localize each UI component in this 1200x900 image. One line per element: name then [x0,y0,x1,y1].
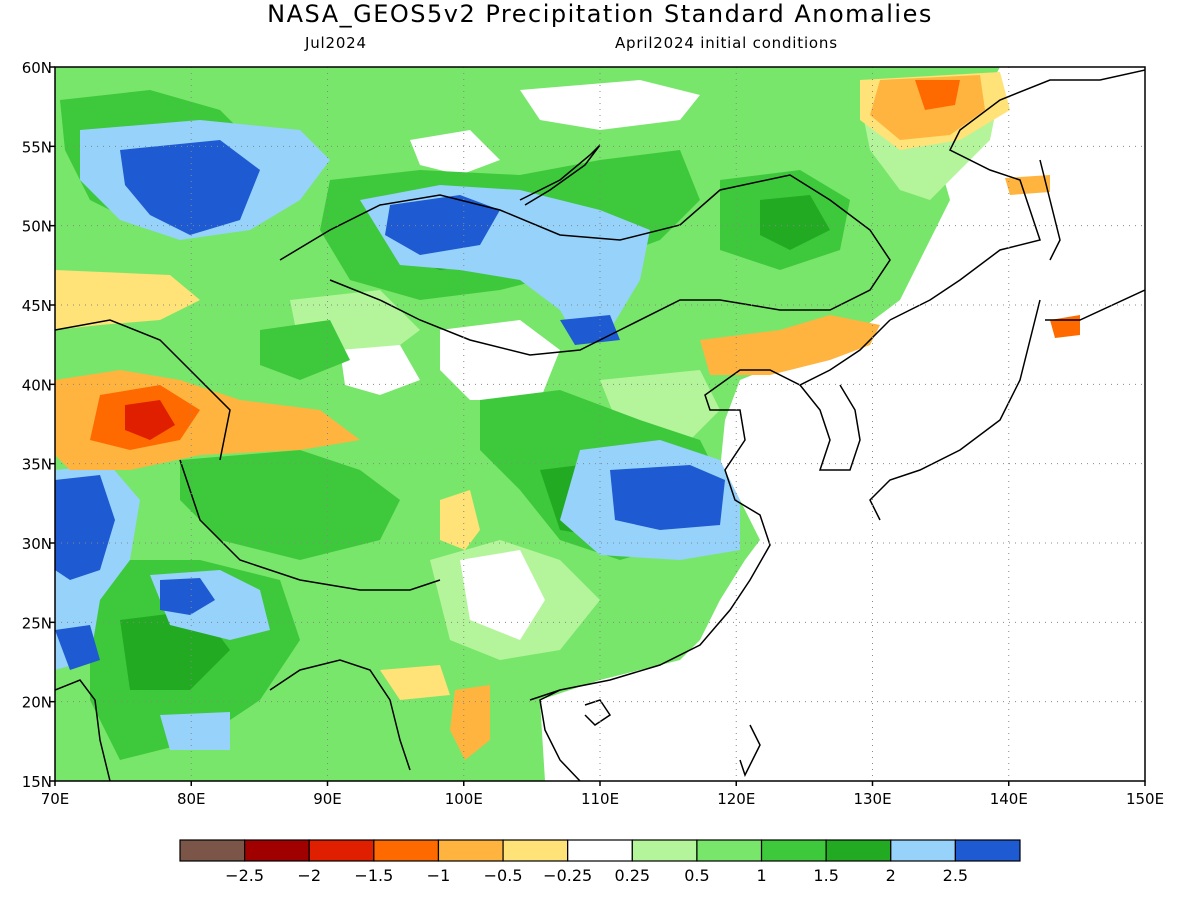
colorbar-label: −1 [427,866,451,885]
colorbar-swatch [308,839,375,862]
colorbar-label: 0.25 [614,866,650,885]
colorbar-swatch [502,839,569,862]
x-tick-label: 120E [717,790,755,808]
colorbar-label: −2.5 [225,866,264,885]
y-tick-label: 40N [22,376,52,394]
anomaly-shading [55,67,1080,781]
colorbar-label: 2.5 [943,866,968,885]
axis-ticks: 70E 80E 90E 100E 110E 120E 130E 140E 150E 60N 55N 5… [22,59,1164,808]
russia-coastline [889,69,1145,321]
y-tick-label: 45N [22,297,52,315]
colorbar-swatch [696,839,763,862]
colorbar-swatch [179,839,246,862]
colorbar-label: 2 [886,866,896,885]
colorbar-label: −2 [297,866,321,885]
colorbar-swatch [244,839,310,862]
x-tick-label: 70E [41,790,70,808]
near-normal-area [340,345,420,395]
central-asia-border [55,319,231,461]
colorbar-label: 1 [756,866,766,885]
x-tick-label: 80E [177,790,206,808]
colorbar-swatch [825,839,892,862]
colorbar-label: −1.5 [354,866,393,885]
x-tick-label: 110E [581,790,619,808]
japan-coastline [869,299,1041,521]
x-tick-label: 90E [313,790,342,808]
y-tick-label: 35N [22,456,52,474]
dark-blue-area [610,465,725,530]
dry-area [125,400,175,440]
dark-blue-area [55,625,100,670]
dry-area [450,685,490,760]
colorbar: −2.5 −2 −1.5 −1 −0.5 −0.25 0.25 0.5 1 1.5 2 2.5 [179,839,1021,885]
x-tick-label: 130E [853,790,891,808]
himalaya-border [179,459,441,591]
colorbar-swatch [954,839,1021,862]
hokkaido-coastline [1045,289,1145,321]
dark-blue-area [55,475,115,580]
colorbar-swatch [890,839,956,862]
colorbar-swatch [373,839,440,862]
hainan-coastline [584,699,612,726]
dry-area [380,665,450,700]
colorbar-label: 0.5 [684,866,709,885]
light-blue-area [160,712,230,750]
dry-area [1050,315,1080,338]
korea-coastline [799,384,861,471]
coastlines-and-borders [55,69,1145,781]
dark-blue-area [120,140,260,235]
near-normal-area [410,130,500,175]
y-tick-label: 60N [22,59,52,77]
x-tick-label: 150E [1126,790,1164,808]
dry-area [440,490,480,550]
lat-lon-grid [55,67,1145,781]
strong-wet-area [180,450,400,560]
colorbar-swatch [437,839,504,862]
dry-area [1005,175,1050,195]
china-coastline [529,319,891,701]
bay-of-bengal-coast [269,659,411,771]
y-tick-label: 50N [22,218,52,236]
sakhalin-coastline [1039,159,1061,261]
y-tick-label: 15N [22,773,52,791]
dry-area [700,315,880,375]
dry-area [915,80,960,110]
dry-area [55,270,200,330]
initial-conditions-label: April2024 initial conditions [615,34,838,52]
y-tick-label: 30N [22,535,52,553]
taiwan-coastline [739,724,761,777]
map-title: NASA_GEOS5v2 Precipitation Standard Anom… [267,0,933,28]
strong-wet-area [260,320,350,380]
y-tick-label: 25N [22,614,52,632]
colorbar-label: 1.5 [813,866,838,885]
dark-blue-area [385,195,500,255]
near-normal-area [460,550,545,640]
indochina-coastline [539,689,581,781]
colorbar-swatch [760,839,827,862]
colorbar-swatch [631,839,698,862]
x-tick-label: 100E [445,790,483,808]
forecast-month-label: Jul2024 [305,34,367,52]
very-wet-area [760,195,830,250]
colorbar-swatch [567,839,633,862]
india-coastline [55,679,111,781]
near-normal-area [520,80,700,130]
y-tick-label: 20N [22,694,52,712]
colorbar-label: −0.5 [484,866,523,885]
colorbar-label: −0.25 [543,866,592,885]
y-tick-label: 55N [22,138,52,156]
plot-frame [54,66,1146,782]
x-tick-label: 140E [990,790,1028,808]
dark-blue-area [160,578,215,615]
mongolia-border [279,174,891,356]
